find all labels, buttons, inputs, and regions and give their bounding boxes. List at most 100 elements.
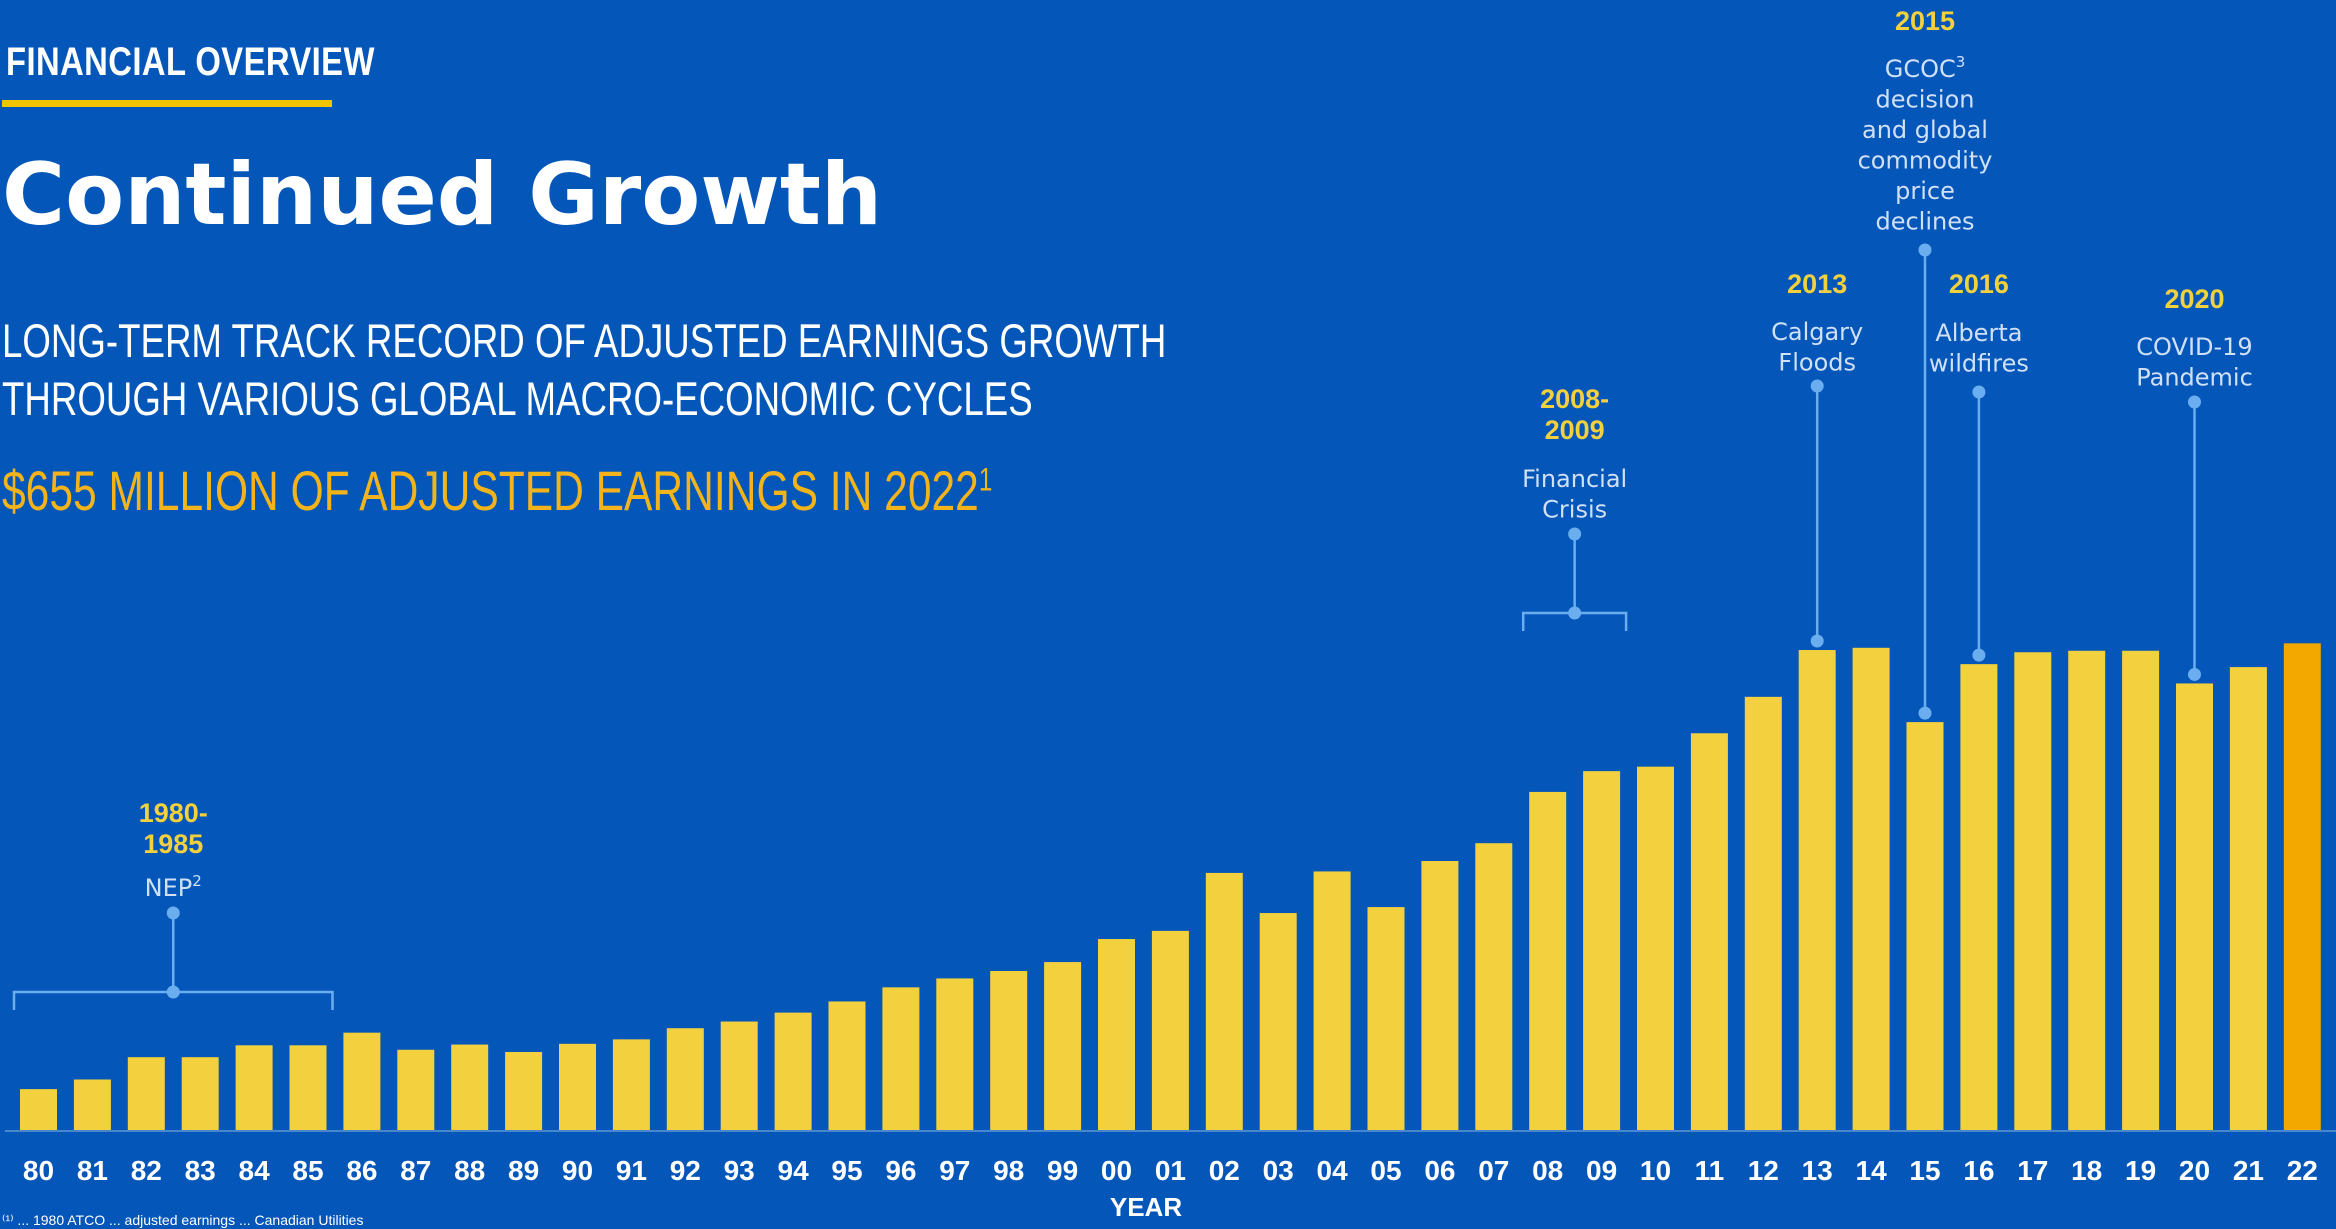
bar-20 (2176, 683, 2213, 1130)
bar-04 (1313, 871, 1351, 1130)
bar-89 (505, 1051, 543, 1130)
bar-90 (559, 1043, 596, 1130)
annotation-3-label-line-2: decision (1876, 86, 1975, 114)
annotation-1-marker-top (1568, 527, 1582, 541)
x-tick-label-98: 98 (993, 1155, 1024, 1186)
annotation-2-year-line-1: 2013 (1787, 269, 1847, 299)
bar-07 (1475, 843, 1513, 1130)
x-tick-label-10: 10 (1640, 1155, 1671, 1186)
x-tick-label-81: 81 (77, 1155, 108, 1186)
bar-18 (2068, 650, 2106, 1130)
annotation-1-year-line-1: 2008- (1540, 384, 1609, 414)
x-tick-label-20: 20 (2179, 1155, 2210, 1186)
bar-17 (2014, 652, 2052, 1130)
annotation-1-year-line-2: 2009 (1545, 415, 1605, 445)
kicker-underline (2, 100, 332, 107)
bar-95 (828, 1001, 866, 1130)
x-tick-label-09: 09 (1586, 1155, 1617, 1186)
annotation-3-label-line-3: and global (1862, 116, 1988, 144)
x-tick-label-90: 90 (562, 1155, 593, 1186)
x-tick-label-03: 03 (1263, 1155, 1294, 1186)
annotation-4-marker-end (1972, 648, 1986, 662)
x-tick-label-96: 96 (885, 1155, 916, 1186)
x-tick-label-07: 07 (1478, 1155, 1509, 1186)
bar-98 (990, 970, 1028, 1130)
x-tick-label-01: 01 (1155, 1155, 1186, 1186)
x-tick-label-00: 00 (1101, 1155, 1132, 1186)
annotation-1-label-line-2: Crisis (1542, 496, 1607, 524)
x-tick-label-08: 08 (1532, 1155, 1563, 1186)
annotation-0-label-line-1: NEP2 (145, 872, 202, 902)
annotation-0-year-line-1: 1980- (139, 798, 208, 828)
bar-82 (127, 1057, 165, 1130)
highlight-text: $655 MILLION OF ADJUSTED EARNINGS IN 202… (2, 459, 979, 522)
bar-08 (1529, 791, 1567, 1130)
bar-13 (1798, 650, 1836, 1130)
bar-21 (2229, 667, 2267, 1130)
subtitle-line-1: LONG-TERM TRACK RECORD OF ADJUSTED EARNI… (2, 314, 1167, 367)
x-tick-label-14: 14 (1856, 1155, 1888, 1186)
annotation-1-label-line-1: Financial (1522, 465, 1627, 493)
annotation-5-label-line-1: COVID-19 (2136, 333, 2252, 361)
x-tick-label-05: 05 (1370, 1155, 1401, 1186)
annotation-3-label-line-1: GCOC3 (1885, 53, 1966, 83)
x-axis-title: YEAR (1110, 1192, 1182, 1220)
bar-86 (343, 1032, 381, 1130)
bar-15 (1906, 722, 1944, 1130)
bar-93 (720, 1021, 758, 1130)
annotation-5-label-line-2: Pandemic (2136, 364, 2253, 392)
annotation-4-label-line-1: Alberta (1935, 319, 2022, 347)
x-tick-label-93: 93 (724, 1155, 755, 1186)
x-tick-label-89: 89 (508, 1155, 539, 1186)
annotation-5-marker-end (2188, 667, 2201, 681)
x-tick-label-17: 17 (2017, 1155, 2048, 1186)
x-tick-label-15: 15 (1909, 1155, 1940, 1186)
x-tick-label-82: 82 (131, 1155, 162, 1186)
x-tick-label-18: 18 (2071, 1155, 2102, 1186)
annotation-0-year-line-2: 1985 (143, 829, 203, 859)
x-tick-label-21: 21 (2233, 1155, 2264, 1186)
chart-subtitle: LONG-TERM TRACK RECORD OF ADJUSTED EARNI… (2, 312, 1166, 428)
subtitle-line-2: THROUGH VARIOUS GLOBAL MACRO-ECONOMIC CY… (2, 372, 1033, 425)
annotation-3-marker-end (1918, 706, 1932, 720)
bar-19 (2122, 650, 2160, 1130)
annotation-5-year-line-1: 2020 (2164, 284, 2224, 314)
x-tick-label-91: 91 (616, 1155, 647, 1186)
x-tick-label-99: 99 (1047, 1155, 1078, 1186)
x-tick-label-83: 83 (185, 1155, 216, 1186)
annotation-2-label-line-2: Floods (1778, 349, 1856, 377)
x-tick-label-04: 04 (1317, 1155, 1349, 1186)
bar-06 (1421, 861, 1459, 1130)
bar-87 (397, 1049, 435, 1130)
x-tick-label-13: 13 (1802, 1155, 1833, 1186)
annotation-2-marker-top (1810, 379, 1824, 393)
bar-00 (1098, 939, 1135, 1130)
bar-22 (2283, 643, 2321, 1130)
x-tick-label-11: 11 (1695, 1155, 1725, 1186)
annotation-3-marker-top (1918, 243, 1932, 257)
page-title: Continued Growth (2, 145, 883, 245)
annotation-1-marker-end (1568, 606, 1582, 620)
bar-96 (882, 987, 920, 1130)
highlight-footnote-mark: 1 (978, 461, 993, 498)
x-tick-label-19: 19 (2125, 1155, 2156, 1186)
bar-10 (1637, 766, 1674, 1130)
bar-12 (1744, 696, 1782, 1130)
x-tick-label-85: 85 (292, 1155, 323, 1186)
bar-92 (666, 1028, 704, 1130)
bar-84 (235, 1045, 273, 1130)
bar-83 (181, 1057, 219, 1130)
x-tick-label-80: 80 (23, 1155, 54, 1186)
x-tick-label-02: 02 (1209, 1155, 1240, 1186)
annotation-3-label-line-5: price (1895, 177, 1955, 205)
x-tick-label-16: 16 (1963, 1155, 1994, 1186)
bar-97 (936, 978, 974, 1130)
annotation-2-marker-end (1810, 634, 1824, 648)
bar-85 (289, 1045, 327, 1130)
x-tick-label-95: 95 (831, 1155, 862, 1186)
x-tick-label-06: 06 (1424, 1155, 1455, 1186)
bar-14 (1852, 647, 1890, 1130)
bar-02 (1205, 872, 1243, 1130)
annotation-4-label-line-2: wildfires (1929, 350, 2029, 378)
bar-94 (774, 1012, 812, 1130)
